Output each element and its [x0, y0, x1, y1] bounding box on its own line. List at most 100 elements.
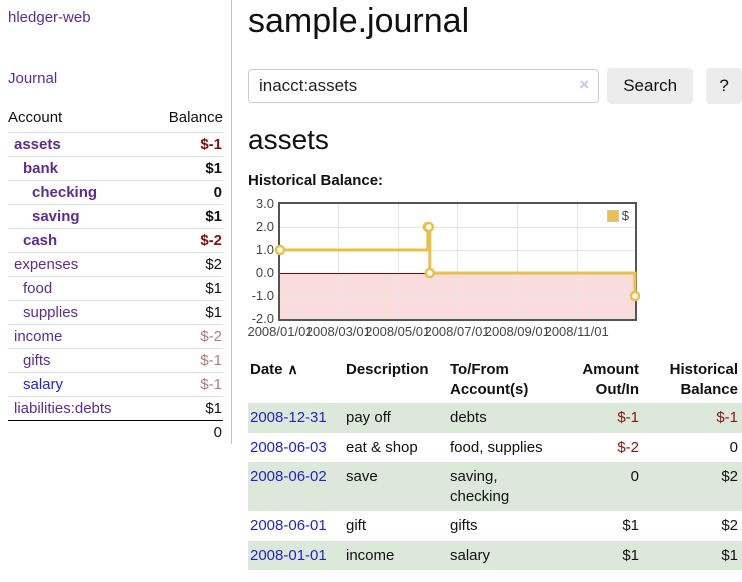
register-date-cell: 2008-06-03: [248, 433, 344, 463]
vertical-gridline: [338, 204, 340, 320]
legend-swatch-icon: [606, 209, 619, 222]
register-balance-cell: $2: [721, 517, 738, 535]
account-balance: $-1: [149, 348, 223, 373]
account-row: assets $-1: [8, 132, 223, 157]
register-description-cell: pay off: [346, 409, 391, 427]
account-balance: $-1: [149, 372, 223, 397]
app-brand-link[interactable]: hledger-web: [8, 9, 91, 26]
series-step-line: [280, 225, 637, 297]
register-description-cell: save: [346, 468, 378, 486]
account-balance: $1: [149, 276, 223, 301]
account-balance: $1: [149, 204, 223, 229]
search-input[interactable]: [248, 69, 600, 104]
vertical-gridline: [576, 204, 578, 320]
x-axis-tick-label: 2008/09/01: [484, 324, 550, 340]
transaction-date-link[interactable]: 2008-06-01: [250, 517, 327, 535]
account-column-header: Account: [8, 109, 63, 126]
account-row: expenses $2: [8, 252, 223, 277]
clear-search-icon[interactable]: ×: [579, 75, 590, 95]
account-row: cash $-2: [8, 228, 223, 253]
chart-legend: $: [603, 207, 632, 225]
account-row: food $1: [8, 276, 223, 301]
x-axis-tick-label: 2008/03/01: [305, 324, 371, 340]
register-row: 2008-01-01 income salary $1 $1: [248, 540, 742, 571]
y-axis-tick-label: 2.0: [255, 219, 274, 235]
account-row: liabilities:debts $1: [8, 396, 223, 421]
account-row: income $-2: [8, 324, 223, 349]
register-date-cell: 2008-06-01: [248, 511, 344, 541]
account-balance: $-1: [149, 132, 223, 157]
transaction-date-link[interactable]: 2008-01-01: [250, 546, 327, 564]
register-balance-cell: $1: [721, 546, 738, 564]
vertical-gridline: [397, 204, 399, 320]
account-row: supplies $1: [8, 300, 223, 325]
register-balance-cell: $2: [721, 468, 738, 486]
account-table-header: Account Balance: [8, 107, 223, 133]
register-description-cell: gift: [346, 517, 367, 535]
vertical-gridline: [517, 204, 519, 320]
account-balance: $-2: [149, 228, 223, 253]
register-date-cell: 2008-12-31: [248, 403, 344, 433]
account-link[interactable]: cash: [23, 232, 58, 249]
sidebar-item-journal[interactable]: Journal: [8, 70, 58, 87]
transaction-date-link[interactable]: 2008-06-02: [250, 468, 327, 486]
data-point-marker: [629, 291, 641, 302]
data-point-marker: [424, 268, 436, 279]
account-balance: $1: [149, 396, 223, 421]
column-header-balance: Historical Balance: [669, 361, 738, 398]
chart-plot-area: $: [274, 202, 641, 322]
chart-heading: Historical Balance:: [248, 172, 384, 190]
transaction-date-link[interactable]: 2008-06-03: [250, 438, 327, 456]
balance-series: [274, 222, 641, 302]
register-date-cell: 2008-01-01: [248, 541, 344, 571]
account-balance: $2: [149, 252, 223, 277]
register-row: 2008-12-31 pay off debts $-1 $-1: [248, 403, 742, 433]
y-axis-tick-label: -1.0: [251, 288, 274, 304]
account-link[interactable]: checking: [32, 184, 98, 201]
account-row: bank $1: [8, 156, 223, 181]
column-header-date[interactable]: Date ∧: [250, 361, 298, 379]
register-description-cell: income: [346, 546, 395, 564]
register-date-cell: 2008-06-02: [248, 462, 344, 511]
column-header-description: Description: [346, 361, 429, 379]
total-spacer: [8, 420, 150, 444]
help-button[interactable]: ?: [706, 68, 742, 105]
register-amount-cell: $1: [622, 517, 639, 535]
register-amount-cell: 0: [630, 468, 639, 486]
y-axis-tick-label: 3.0: [255, 196, 274, 212]
account-balance: $-2: [149, 324, 223, 349]
x-axis-tick-label: 2008/01/01: [247, 324, 313, 340]
register-table-body: 2008-12-31 pay off debts $-1 $-1 2008-06-03 ea…: [248, 403, 742, 571]
account-link[interactable]: supplies: [23, 304, 79, 321]
register-balance-cell: 0: [729, 438, 738, 456]
account-link[interactable]: assets: [14, 136, 61, 153]
sidebar: hledger-web Journal Account Balance asse…: [0, 0, 232, 444]
transaction-date-link[interactable]: 2008-12-31: [250, 409, 327, 427]
register-header-row: Date ∧ Description To/From Account(s) Amou…: [248, 356, 742, 403]
register-description-cell: eat & shop: [346, 438, 418, 456]
horizontal-gridline: [280, 250, 635, 252]
account-row: checking 0: [8, 180, 223, 205]
register-row: 2008-06-01 gift gifts $1 $2: [248, 511, 742, 541]
account-link[interactable]: income: [14, 328, 63, 345]
account-link[interactable]: liabilities:debts: [14, 400, 112, 417]
account-balance: $1: [149, 156, 223, 181]
register-table: Date ∧ Description To/From Account(s) Amou…: [248, 356, 742, 571]
y-axis-tick-label: -2.0: [251, 311, 274, 327]
register-accounts-cell: saving, checking: [450, 468, 510, 505]
y-axis: 3.0 2.0 1.0 0.0 -1.0 -2.0: [248, 196, 274, 326]
account-link[interactable]: gifts: [23, 352, 51, 369]
y-axis-tick-label: 0.0: [255, 265, 274, 281]
account-link[interactable]: food: [23, 280, 53, 297]
account-link[interactable]: salary: [23, 376, 64, 393]
search-form: × Search ?: [248, 68, 742, 105]
account-row: gifts $-1: [8, 348, 223, 373]
account-link[interactable]: expenses: [14, 256, 79, 273]
horizontal-gridline: [280, 296, 635, 298]
data-point-marker: [274, 245, 286, 256]
account-page-title: assets: [248, 124, 329, 156]
account-link[interactable]: saving: [32, 208, 80, 225]
search-button[interactable]: Search: [607, 68, 694, 105]
column-header-amount: Amount Out/In: [582, 361, 639, 398]
account-link[interactable]: bank: [23, 160, 59, 177]
